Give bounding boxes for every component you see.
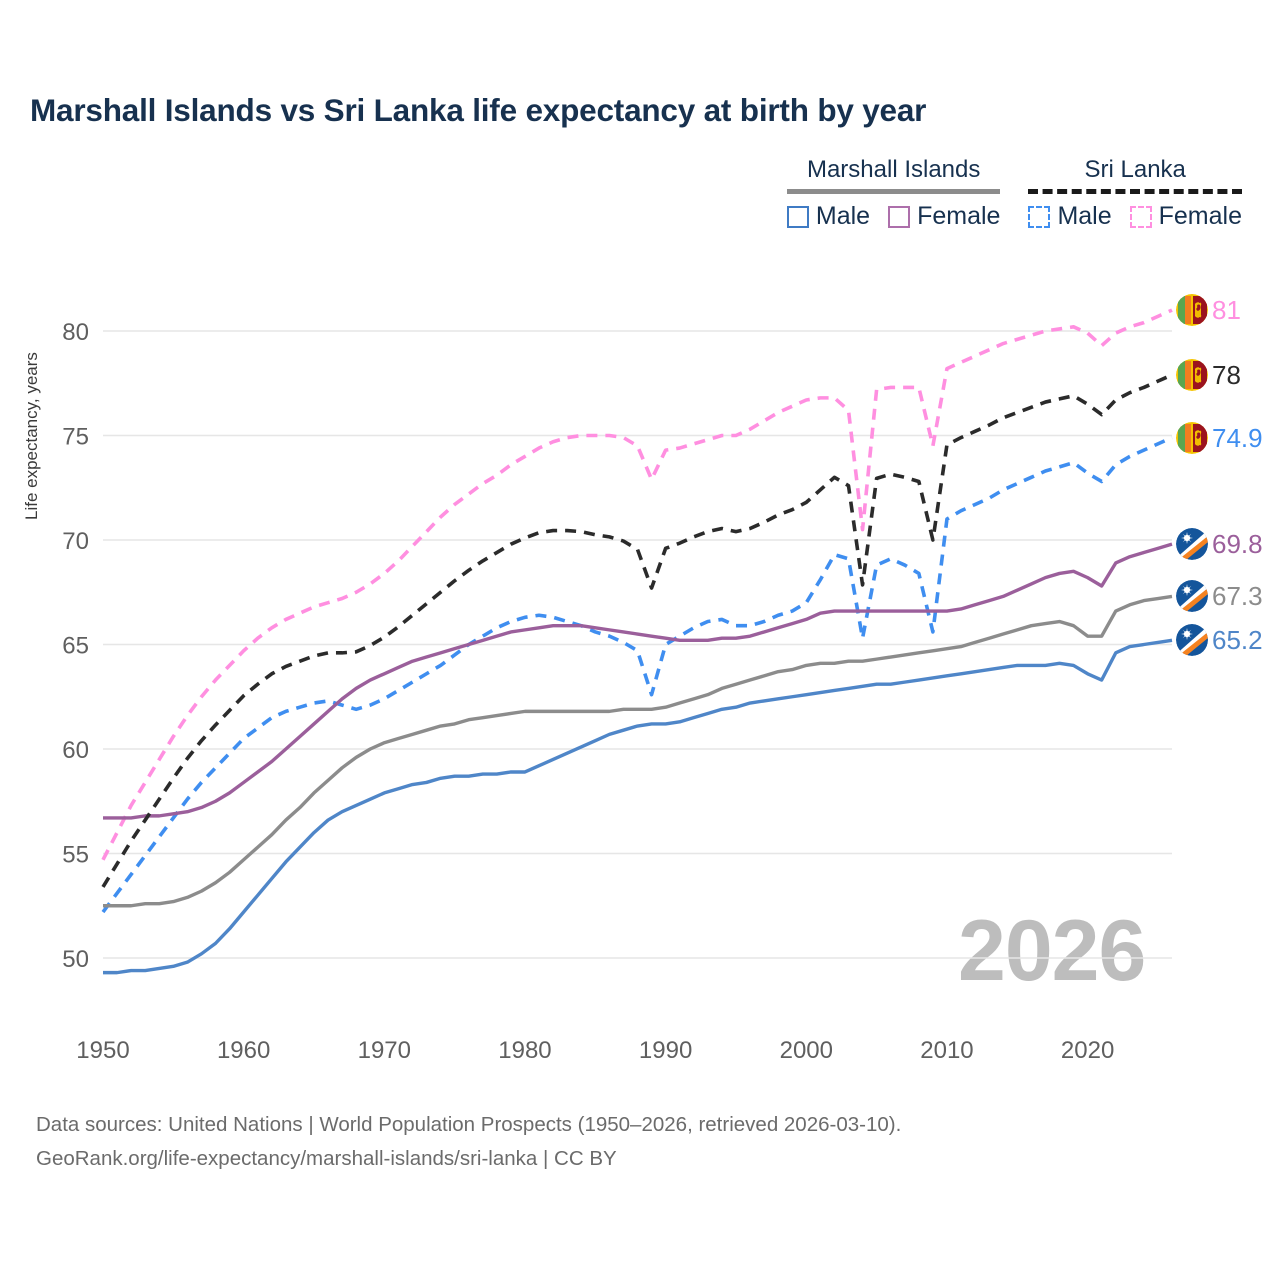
legend-group-sri-lanka: Sri Lanka Male Female (1028, 158, 1242, 229)
y-axis-tick-label: 70 (62, 528, 89, 555)
legend-group-marshall-islands: Marshall Islands Male Female (786, 156, 1001, 230)
marshall-islands-flag-icon (1176, 580, 1208, 613)
end-label-value: 69.8 (1212, 529, 1263, 560)
legend-swatch-icon (1129, 205, 1152, 228)
x-axis-tick-label: 1960 (217, 1037, 270, 1064)
sri-lanka-flag-icon (1176, 421, 1208, 454)
chart-footer: Data sources: United Nations | World Pop… (36, 1108, 901, 1176)
year-watermark: 2026 (958, 903, 1146, 999)
end-label-value: 65.2 (1212, 625, 1263, 656)
x-axis-tick-label: 2000 (780, 1037, 833, 1064)
end-label-value: 67.3 (1212, 581, 1263, 612)
legend-group-title: Marshall Islands (806, 156, 981, 183)
legend-swatch-icon (1028, 205, 1051, 228)
sri-lanka-flag-icon (1176, 358, 1208, 391)
legend-group-title: Sri Lanka (1084, 156, 1186, 183)
series-line[interactable] (101, 373, 1173, 888)
end-label-sri-lanka-female: 81 (1176, 294, 1241, 327)
legend-item-marshall-islands-female[interactable]: Female (888, 204, 1000, 229)
y-axis-tick-label: 60 (62, 737, 89, 764)
legend-rule-dashed (1028, 189, 1242, 194)
page-title: Marshall Islands vs Sri Lanka life expec… (30, 92, 927, 128)
x-axis-tick-label: 1980 (498, 1037, 551, 1064)
legend-item-label: Female (1158, 202, 1242, 230)
end-label-marshall-islands-male: 65.2 (1176, 624, 1263, 657)
series-line[interactable] (103, 542, 1173, 820)
legend-swatch-icon (888, 205, 911, 228)
legend-item-label: Female (917, 202, 1001, 230)
x-axis-tick-label: 1990 (639, 1037, 692, 1064)
legend-item-label: Male (1057, 202, 1112, 230)
series-line[interactable] (101, 435, 1173, 914)
legend-item-label: Male (815, 202, 871, 230)
legend-item-sri-lanka-male[interactable]: Male (1028, 202, 1112, 230)
end-label-marshall-islands-female: 69.8 (1176, 528, 1263, 561)
legend-rule-solid (786, 189, 1001, 194)
legend-item-sri-lanka-female[interactable]: Female (1129, 202, 1242, 230)
y-axis-tick-label: 55 (62, 842, 89, 869)
x-axis-tick-label: 1950 (76, 1037, 129, 1064)
y-axis-tick-label: 80 (62, 319, 89, 346)
series-line[interactable] (103, 638, 1173, 975)
chart-series-lines (101, 308, 1173, 975)
legend-item-marshall-islands-male[interactable]: Male (786, 202, 871, 230)
chart-legend: Marshall Islands Male Female Sri Lanka M… (786, 156, 1242, 230)
legend-swatch-icon (786, 205, 809, 228)
end-label-sri-lanka-total: 78 (1176, 358, 1241, 391)
sri-lanka-flag-icon (1176, 294, 1208, 327)
end-label-value: 74.9 (1212, 422, 1263, 453)
x-axis-tick-label: 1970 (358, 1037, 411, 1064)
series-line[interactable] (101, 308, 1173, 861)
end-label-value: 81 (1212, 295, 1241, 326)
x-axis-tick-label: 2010 (920, 1037, 973, 1064)
footer-attribution: GeoRank.org/life-expectancy/marshall-isl… (36, 1146, 617, 1170)
end-label-sri-lanka-male: 74.9 (1176, 421, 1263, 454)
y-axis-tick-labels: 50 55 60 65 70 75 80 (62, 319, 89, 973)
y-axis-tick-label: 65 (62, 633, 89, 660)
x-axis-tick-labels: 1950 1960 1970 1980 1990 2000 2010 2020 (76, 1037, 1114, 1064)
x-axis-tick-label: 2020 (1061, 1037, 1114, 1064)
footer-data-sources: Data sources: United Nations | World Pop… (36, 1113, 902, 1136)
chart-gridlines (103, 330, 1172, 959)
marshall-islands-flag-icon (1176, 528, 1208, 561)
end-label-value: 78 (1212, 359, 1241, 390)
series-line[interactable] (103, 594, 1173, 908)
y-axis-tick-label: 50 (62, 946, 89, 973)
y-axis-tick-label: 75 (62, 424, 89, 451)
end-label-marshall-islands-total: 67.3 (1176, 580, 1263, 613)
marshall-islands-flag-icon (1176, 624, 1208, 657)
